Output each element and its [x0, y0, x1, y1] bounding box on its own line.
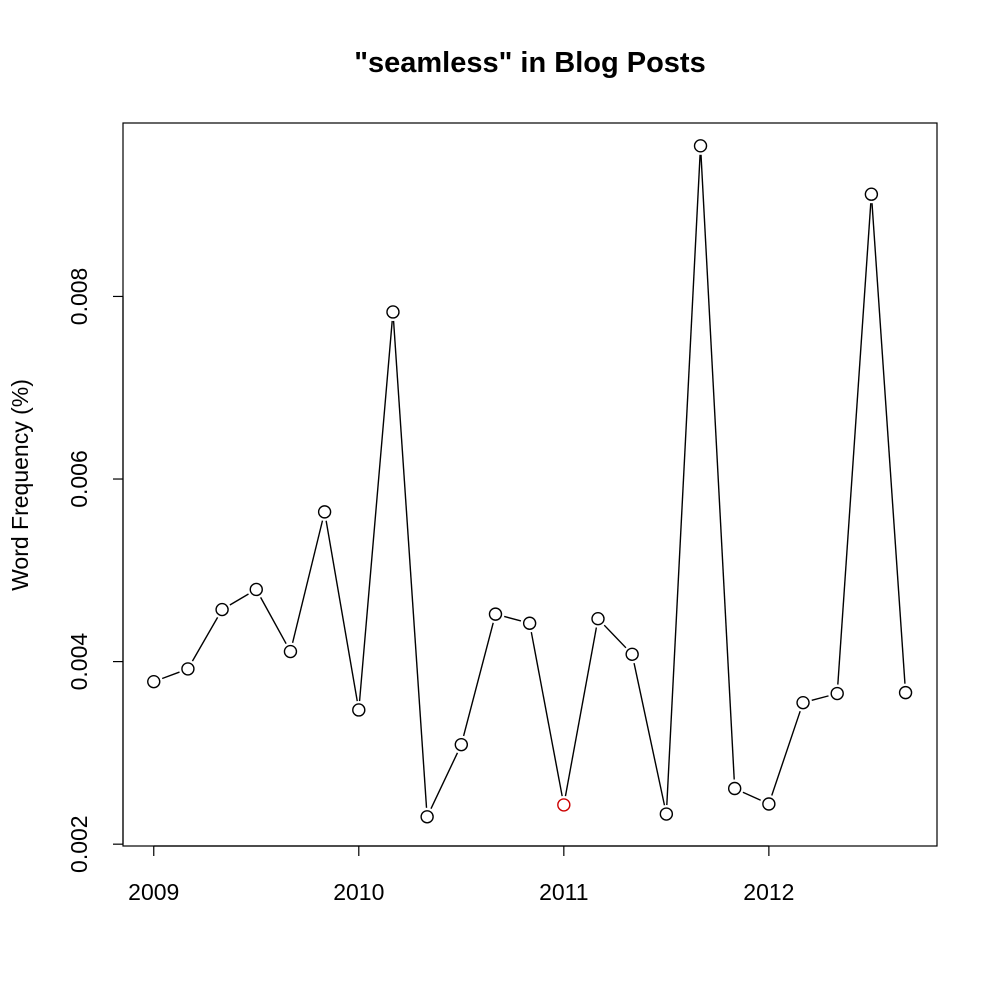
line-segment: [392, 320, 428, 808]
line-segment: [871, 203, 906, 684]
line-segment: [811, 695, 829, 702]
line-segment: [504, 615, 522, 622]
data-point: [317, 505, 332, 519]
x-tick-label: 2011: [539, 879, 588, 905]
line-segment: [325, 520, 358, 702]
data-point: [522, 616, 537, 630]
data-point: [762, 797, 776, 811]
data-point: [898, 685, 913, 700]
line-segment: [260, 597, 287, 645]
x-tick-label: 2010: [333, 879, 384, 905]
line-segment: [462, 622, 494, 737]
line-segment: [700, 154, 735, 780]
line-segment: [771, 710, 801, 796]
y-axis-label: Word Frequency (%): [7, 379, 33, 591]
series-layer: [147, 139, 913, 824]
data-point: [591, 611, 605, 626]
x-tick-label: 2012: [743, 879, 794, 905]
data-point: [386, 305, 400, 319]
data-point: [283, 644, 298, 659]
line-segment: [430, 752, 459, 809]
data-point: [215, 602, 229, 617]
line-segment: [666, 154, 701, 806]
line-segment: [291, 520, 324, 643]
data-point: [420, 810, 434, 824]
data-point: [249, 582, 263, 597]
data-point: [454, 737, 469, 752]
x-axis: 2009 2010 2011 2012: [128, 845, 794, 905]
data-point: [693, 139, 708, 153]
data-point: [830, 686, 844, 701]
y-axis: 0.002 0.004 0.006 0.008: [66, 268, 124, 873]
y-tick-label: 0.006: [66, 450, 92, 508]
line-segment: [530, 631, 563, 797]
line-segment: [161, 671, 180, 680]
data-point: [727, 781, 742, 796]
line-segment: [837, 203, 872, 685]
line-segment: [229, 593, 249, 606]
x-tick-label: 2009: [128, 879, 179, 905]
highlighted-data-point: [557, 798, 571, 812]
data-point: [488, 607, 503, 621]
y-tick-label: 0.008: [66, 268, 92, 326]
line-segment: [358, 320, 393, 702]
line-segment: [603, 624, 627, 649]
data-point: [352, 703, 366, 717]
line-segment: [191, 617, 219, 662]
data-point: [147, 674, 161, 689]
line-segment: [633, 662, 666, 806]
data-point: [659, 807, 674, 821]
data-point: [625, 647, 639, 661]
line-segment: [742, 791, 761, 801]
data-point: [864, 187, 879, 201]
plot-frame: [122, 122, 938, 847]
y-tick-label: 0.002: [66, 815, 92, 873]
line-segment: [564, 627, 598, 797]
y-tick-label: 0.004: [66, 633, 92, 691]
data-point: [181, 662, 195, 676]
data-point: [796, 695, 810, 710]
chart-title: "seamless" in Blog Posts: [354, 47, 705, 79]
